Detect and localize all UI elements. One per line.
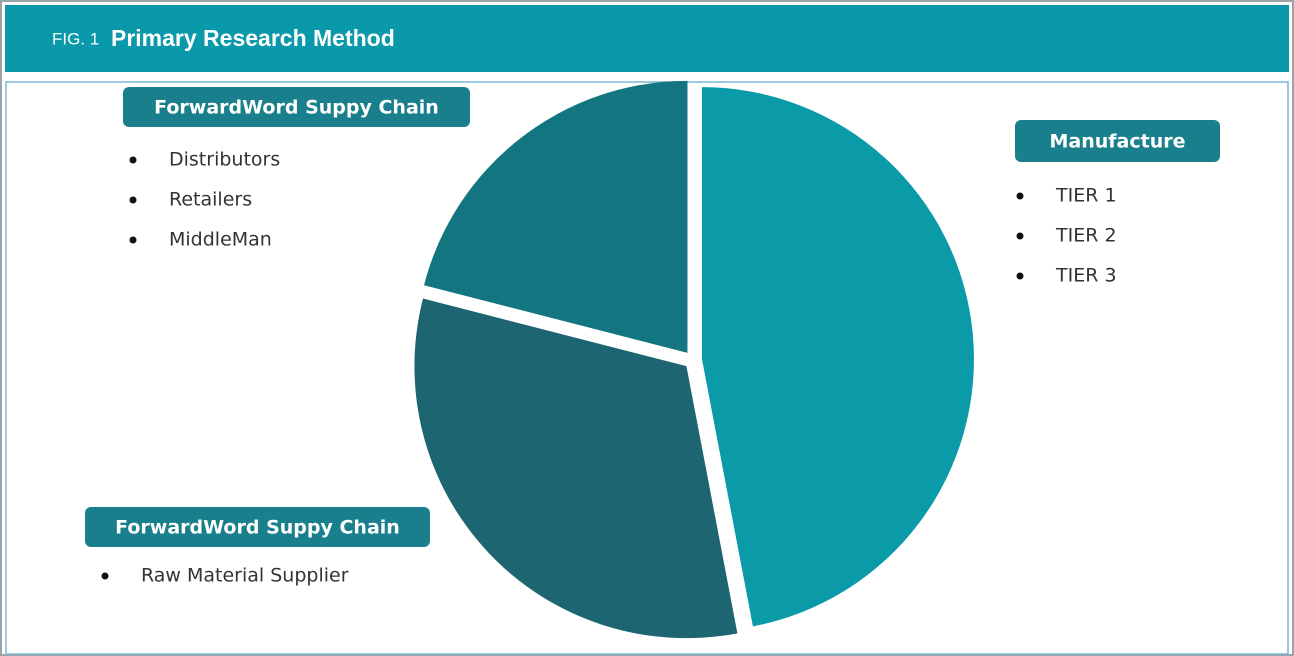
header-bar xyxy=(5,5,1289,72)
group-title: Manufacture xyxy=(1050,131,1186,153)
group-item: TIER 2 xyxy=(1055,225,1117,247)
group-item: Raw Material Supplier xyxy=(141,565,349,587)
group-item: TIER 1 xyxy=(1055,185,1117,207)
group-item: Distributors xyxy=(169,149,280,171)
bullet xyxy=(1016,232,1024,240)
group-title: ForwardWord Suppy Chain xyxy=(154,97,439,119)
bullet xyxy=(129,196,137,204)
figure-label: FIG. 1 xyxy=(52,29,99,48)
bullet xyxy=(101,572,109,580)
content-border xyxy=(5,81,1289,655)
group-title: ForwardWord Suppy Chain xyxy=(115,517,400,539)
pie-slice xyxy=(414,298,738,639)
group-box xyxy=(85,507,430,547)
group-box xyxy=(1015,120,1220,162)
pie-slice xyxy=(701,87,974,627)
group-item: TIER 3 xyxy=(1055,265,1117,287)
bullet xyxy=(129,156,137,164)
group-item: Retailers xyxy=(169,189,252,211)
bullet xyxy=(1016,192,1024,200)
pie-slice xyxy=(424,80,688,353)
chart-title: Primary Research Method xyxy=(111,25,395,51)
group-item: MiddleMan xyxy=(169,229,272,251)
bullet xyxy=(129,236,137,244)
group-box xyxy=(123,87,470,127)
bullet xyxy=(1016,272,1024,280)
